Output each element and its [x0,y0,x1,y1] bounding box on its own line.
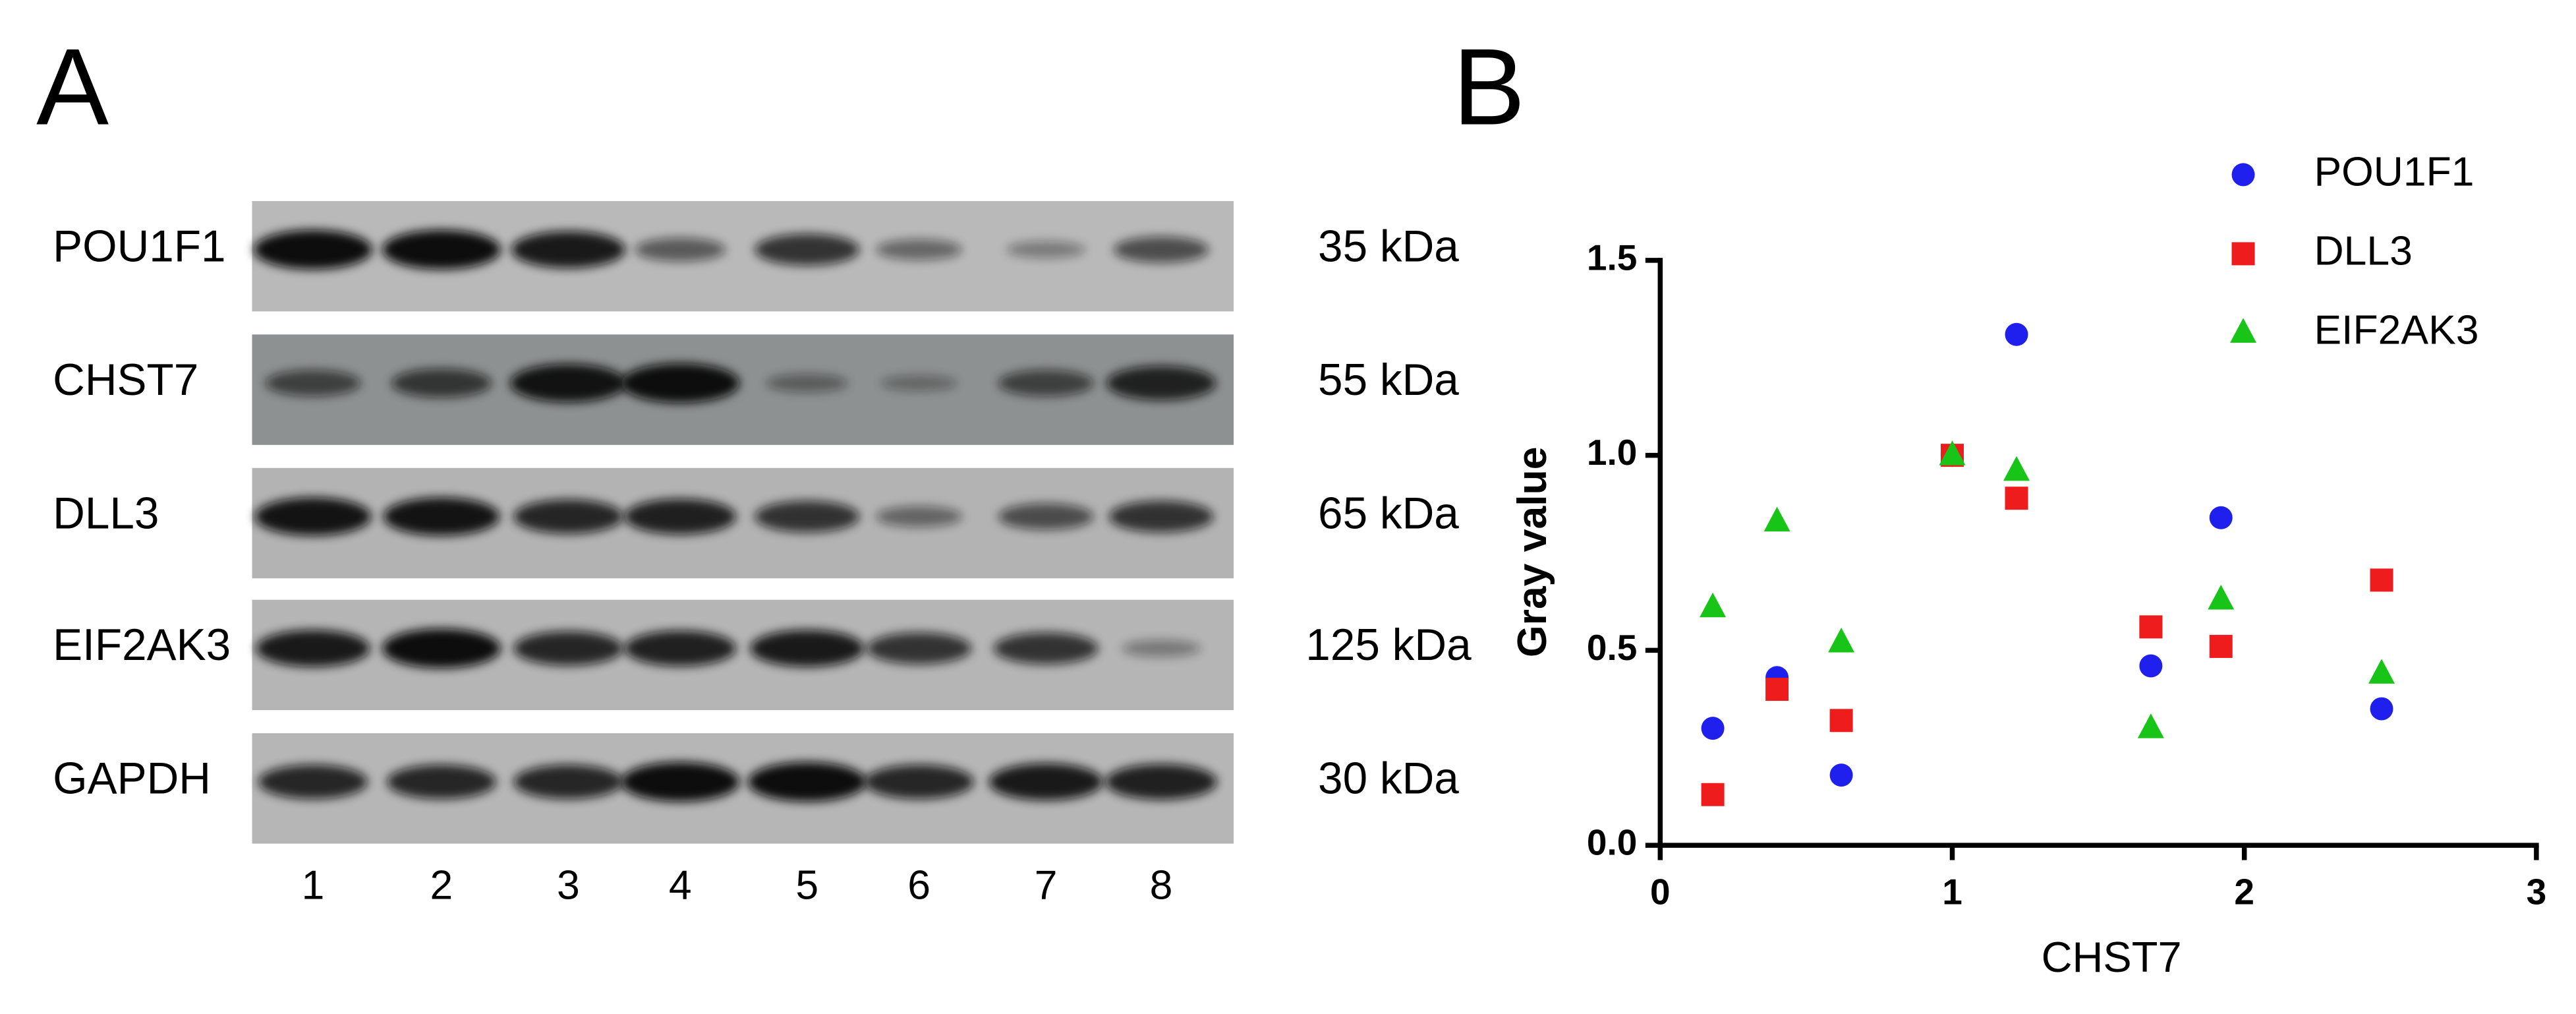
point [2137,713,2164,738]
x-axis-title: CHST7 [2042,933,2182,981]
band [867,632,972,665]
point [2208,584,2235,610]
point [1765,677,1789,701]
point [1701,717,1725,740]
band [383,497,500,536]
lane-number: 1 [302,862,325,909]
y-axis-title: Gray value [1509,446,1555,657]
band [1006,241,1086,258]
band [1121,640,1201,657]
molecular-weight: 125 kDa [1305,620,1472,670]
point [2003,456,2030,481]
band [766,374,848,393]
protein-label: EIF2AK3 [53,620,231,670]
band [755,500,860,533]
band [513,499,623,534]
lane-number: 8 [1150,862,1173,909]
legend-marker [2231,163,2255,187]
band [998,503,1094,530]
legend-marker [2230,318,2257,343]
band [510,364,627,403]
band [755,233,860,266]
band [988,763,1103,800]
band [382,229,501,270]
y-tick-label: 0.5 [1587,627,1637,668]
y-tick-label: 1.5 [1587,237,1637,278]
x-tick-label: 1 [1942,872,1962,912]
point [1700,592,1727,618]
band [621,363,740,403]
band [511,231,625,268]
band [258,764,368,799]
legend-label: DLL3 [2314,227,2412,274]
point [2005,487,2028,510]
molecular-weight: 30 kDa [1318,754,1459,804]
point [1829,709,1853,732]
molecular-weight: 55 kDa [1318,355,1459,405]
legend-label: POU1F1 [2314,148,2474,194]
band [254,497,372,536]
panel-label: A [36,26,109,148]
point [2370,697,2393,721]
band [993,632,1099,665]
legend-marker [2231,242,2255,266]
lane-number: 5 [795,862,818,909]
point [2368,659,2395,684]
band [624,630,737,667]
band [513,764,623,799]
band [382,628,501,669]
band [265,370,361,397]
band [1113,236,1209,263]
band [391,369,492,398]
lane-number: 3 [557,862,580,909]
band [1108,500,1214,533]
band [513,631,623,666]
band [621,761,740,802]
point [2209,634,2233,658]
point [2005,322,2028,346]
band [254,229,372,270]
point [2370,568,2393,592]
legend-label: EIF2AK3 [2314,307,2478,353]
point [2209,506,2233,529]
band [880,375,958,392]
x-tick-label: 3 [2527,872,2547,912]
point [1829,763,1853,787]
point [1701,783,1725,806]
point [2139,615,2163,639]
protein-label: POU1F1 [53,222,225,271]
x-tick-label: 2 [2234,872,2254,912]
point [2139,654,2163,678]
molecular-weight: 35 kDa [1318,222,1459,271]
protein-label: CHST7 [53,355,198,405]
lane-number: 7 [1035,862,1058,909]
y-tick-label: 1.0 [1587,432,1637,473]
band [635,237,726,262]
band [256,630,370,667]
lane-number: 4 [669,862,692,909]
point [1828,628,1855,653]
protein-label: GAPDH [53,754,211,804]
band [1105,763,1217,800]
point [1939,440,1966,465]
molecular-weight: 65 kDa [1318,489,1459,538]
band [876,506,963,527]
point [1763,506,1790,532]
lane-number: 2 [430,862,453,909]
band [624,498,737,535]
band [1106,366,1216,401]
band [876,239,963,260]
y-tick-label: 0.0 [1587,822,1637,863]
band [750,630,865,667]
band [386,764,496,799]
panel-label: B [1452,26,1525,148]
lane-number: 6 [907,862,930,909]
x-tick-label: 0 [1650,872,1671,912]
band [998,370,1094,397]
band [747,761,867,802]
protein-label: DLL3 [53,489,159,538]
band [864,764,974,799]
